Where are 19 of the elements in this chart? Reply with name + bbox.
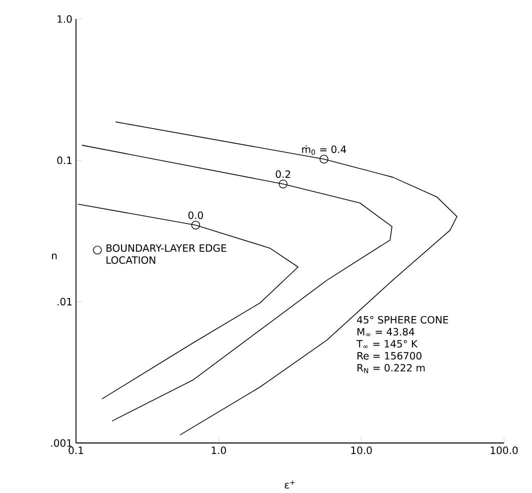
x-tick-label: 100.0: [490, 446, 518, 454]
x-tick-label: 0.1: [68, 446, 84, 454]
y-tick-label: .001: [51, 439, 72, 447]
annotation: 0.2: [276, 170, 290, 178]
annotation: 45° SPHERE CONE: [357, 316, 448, 324]
y-axis-title: n: [52, 254, 57, 260]
x-tick-label: 10.0: [351, 446, 372, 454]
annotation: T$_{∞}$ = 145° K: [356, 340, 418, 348]
x-axis-title: ε$^{+}$: [284, 480, 295, 489]
annotation: Re = 156700: [358, 352, 422, 360]
annotation: R$_{N}$ = 0.222 m: [358, 364, 425, 374]
y-tick-label: .01: [58, 298, 72, 306]
annotation: ṁ$_{0}$ = 0.4: [302, 145, 346, 155]
annotation: 0.0: [188, 212, 203, 220]
x-tick-label: 1.0: [212, 446, 226, 454]
y-tick-label: 0.1: [57, 156, 72, 164]
annotation: M$_{∞}$ = 43.84: [358, 328, 414, 336]
y-tick-label: 1.0: [58, 15, 72, 23]
legend-label: BOUNDARY-LAYER EDGE LOCATION: [106, 244, 226, 264]
